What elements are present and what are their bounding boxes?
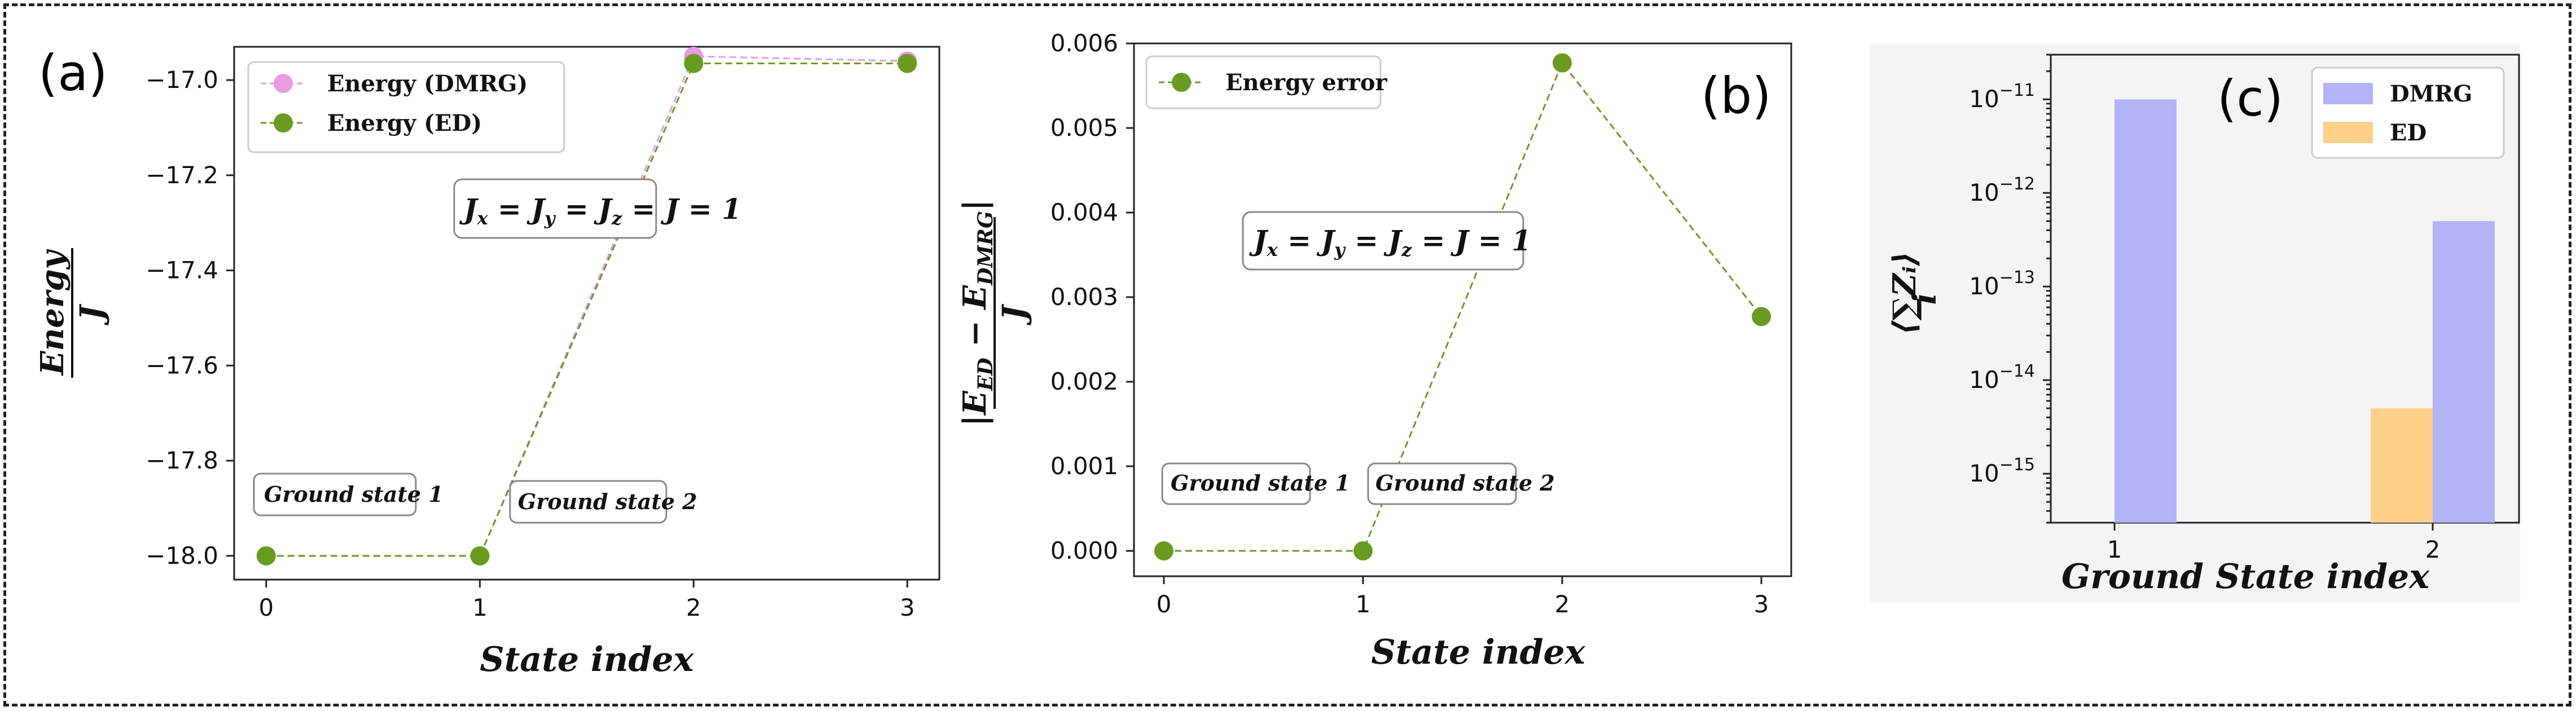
panel-a-xtick-label: 1 [472, 594, 487, 621]
panel-a-point [256, 546, 276, 566]
panel-a-axes [233, 46, 940, 581]
gs1-annotation: Ground state 1 [264, 482, 443, 507]
svg-text:J: J [996, 303, 1033, 325]
legend-label-dmrg: Energy (DMRG) [327, 70, 527, 97]
panel-b-point [1154, 541, 1173, 560]
panel-a-equation-box [453, 178, 657, 239]
panel-a-point [684, 54, 704, 73]
legend-swatch-ed [2323, 122, 2373, 143]
panel-c-label: (c) [2217, 69, 2283, 127]
panel-b-point [1752, 307, 1771, 326]
panel-c-bar-dmrg [2115, 99, 2177, 523]
svg-text:J: J [73, 303, 111, 325]
panel-a-ytick-label: −17.8 [146, 447, 218, 474]
panel-b-equation: Jx = Jy = Jz = J = 1 [1249, 224, 1531, 260]
panel-a-ylabel: Energy J [34, 248, 111, 378]
panel-a-label: (a) [38, 44, 108, 102]
panel-c-ytick-label: 10−13 [1969, 268, 2035, 300]
legend-label-c-ed: ED [2390, 120, 2426, 146]
panel-c-ylabel: ⟨∑Zᵢ⟩ i [1886, 251, 1944, 335]
gs1-annotation-b: Ground state 1 [1171, 470, 1350, 496]
panel-b-ytick-label: 0.000 [1050, 537, 1118, 564]
gs2-annotation-box-b [1367, 462, 1517, 505]
gs1-annotation-box [253, 472, 417, 516]
legend-label-error: Energy error [1225, 69, 1388, 96]
panel-a-xtick-label: 3 [900, 594, 915, 621]
panel-b-xtick-label: 2 [1555, 590, 1570, 618]
panel-b-equation-box [1242, 211, 1524, 271]
panel-a-ytick-label: −17.0 [146, 66, 218, 94]
panel-a-ytick-label: −18.0 [146, 542, 218, 569]
panel-a-xtick-label: 0 [258, 594, 274, 621]
panel-b-point [1553, 53, 1572, 73]
svg-text:i: i [1906, 293, 1944, 304]
panel-c-xtick-label: 1 [2107, 536, 2122, 563]
panel-b-label: (b) [1701, 67, 1771, 125]
panel-b-ytick-label: 0.002 [1050, 368, 1118, 395]
gs1-annotation-box-b [1161, 462, 1311, 505]
panel-b-ytick-label: 0.003 [1050, 283, 1118, 311]
panel-a-xtick-label: 2 [686, 594, 701, 621]
panel-b-xtick-label: 1 [1356, 590, 1371, 618]
panel-c-bar-ed [2371, 408, 2433, 523]
panel-a-point [898, 54, 917, 73]
panel-b-xtick-label: 3 [1754, 590, 1769, 618]
panel-a-point [470, 546, 490, 566]
gs2-annotation: Ground state 2 [518, 489, 697, 514]
legend-swatch-dmrg [2323, 83, 2373, 104]
panel-b-xlabel: State index [1371, 633, 1585, 672]
gs2-annotation-b: Ground state 2 [1375, 470, 1555, 496]
legend-marker-error [1172, 73, 1191, 92]
panel-c-chart: 1 2 10−15 10−14 10−13 10−12 10−11 DMRG ED Grou… [1886, 54, 2520, 597]
panel-b-ytick-label: 0.001 [1050, 452, 1118, 480]
panel-b-ytick-label: 0.006 [1050, 29, 1118, 57]
panel-c-ytick-label: 10−12 [1969, 174, 2035, 206]
panel-c-xlabel: Ground State index [2061, 557, 2430, 597]
panel-b-legend [1145, 55, 1382, 109]
figure-frame [3, 3, 2571, 706]
panel-a-series-line [266, 55, 908, 557]
legend-marker-dmrg [274, 74, 293, 93]
panel-a-equation: Jx = Jy = Jz = J = 1 [459, 192, 741, 229]
panel-c-ytick-label: 10−11 [1969, 81, 2035, 113]
panel-a-series-line [266, 63, 908, 557]
panel-c-bar-dmrg [2433, 221, 2495, 523]
gs2-annotation-box [509, 480, 667, 524]
panel-b-xtick-label: 0 [1157, 590, 1172, 618]
panel-b-axes [1133, 42, 1792, 577]
panel-c-axes [2050, 54, 2520, 524]
legend-label-ed: Energy (ED) [327, 110, 482, 136]
panel-b-point [1353, 541, 1373, 560]
legend-marker-ed [274, 113, 293, 133]
panel-b-chart: 0 1 2 30.0000.0010.0020.0030.0040.0050.006 … [956, 29, 1792, 672]
panel-a-ytick-label: −17.6 [146, 351, 218, 379]
panel-c-ytick-label: 10−15 [1969, 455, 2035, 487]
panel-a-chart: 0 1 2 3 −18.0 −17.8 −17.6 −17.4 −17.2 −17.0 Energ… [34, 46, 940, 679]
svg-text:|EED − EDMRG|: |EED − EDMRG| [956, 200, 997, 426]
panel-c-xtick-label: 2 [2425, 536, 2441, 563]
panel-a-ytick-label: −17.4 [146, 257, 218, 284]
svg-text:⟨∑Zᵢ⟩: ⟨∑Zᵢ⟩ [1886, 251, 1923, 335]
panel-c-ytick-label: 10−14 [1969, 361, 2035, 394]
panel-b-ytick-label: 0.005 [1050, 114, 1118, 142]
panel-b-ytick-label: 0.004 [1050, 198, 1118, 226]
legend-label-c-dmrg: DMRG [2390, 81, 2472, 107]
panel-a-ytick-label: −17.2 [146, 161, 218, 189]
svg-text:Energy: Energy [34, 249, 71, 376]
panel-b-series-line [1163, 61, 1762, 552]
panel-a-legend [247, 61, 565, 153]
panel-b-ylabel: |EED − EDMRG| J [956, 200, 1033, 426]
panel-a-xlabel: State index [480, 640, 694, 679]
